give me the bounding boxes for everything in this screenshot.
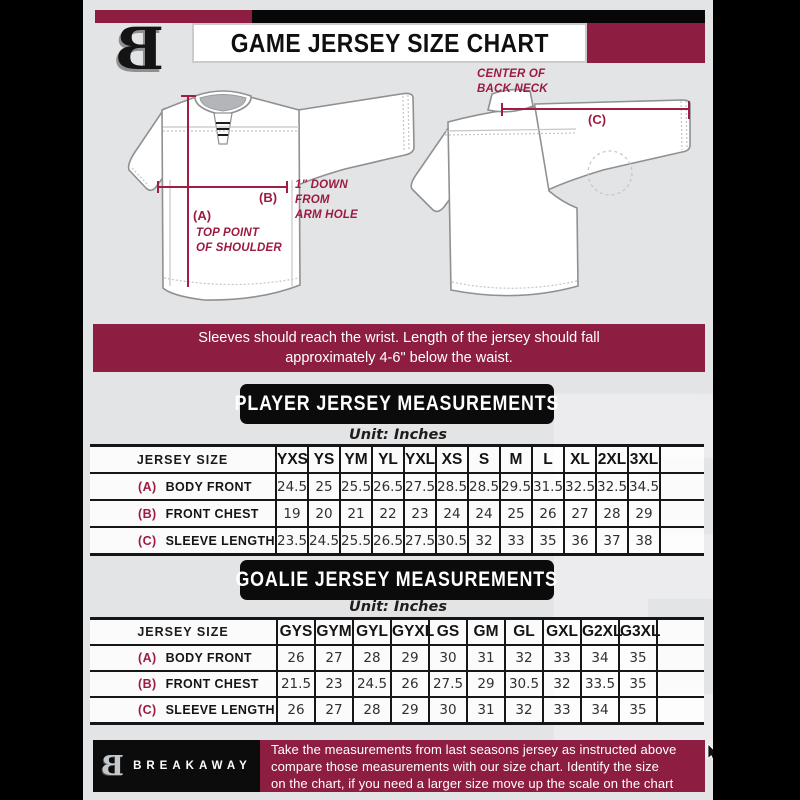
footer-line-2: compare those measurements with our size… [271, 758, 660, 774]
measurement-line-b [157, 181, 288, 193]
top-bar-black [252, 10, 705, 23]
footer-brand-box: B BREAKAWAY [93, 740, 260, 792]
table-row: (A) BODY FRONT 26 27 28 29 30 31 32 33 34 35 [90, 644, 704, 671]
player-section-heading: PLAYER JERSEY MEASUREMENTS [235, 384, 558, 424]
label-c: (C) [588, 112, 607, 127]
footer-brand-name: BREAKAWAY [133, 760, 252, 772]
banner-line-1: Sleeves should reach the wrist. Length o… [198, 330, 600, 346]
note-top-point-of-shoulder: TOP POINT OF SHOULDER [196, 227, 282, 254]
footer-instructions: Take the measurements from last seasons … [260, 740, 705, 792]
chart-content-area: B GAME JERSEY SIZE CHART B [83, 0, 713, 800]
note-arm-hole: 1" DOWN FROM ARM HOLE [295, 179, 358, 221]
table-row: (B) FRONT CHEST 21.5 23 24.5 26 27.5 29 30.5 32 3… [90, 670, 704, 697]
mouse-cursor-icon [707, 744, 713, 761]
player-unit-label: Unit: Inches [349, 427, 447, 443]
title-accent-block [587, 23, 705, 63]
table-row: (A) BODY FRONT 24.5 25 25.5 26.5 27.5 28.5 28.5… [90, 472, 704, 500]
player-measurements-table: JERSEY SIZE YXS YS YM YL YXL XS S M L XL 2XL 3XL (A… [90, 444, 704, 556]
goalie-unit-label: Unit: Inches [349, 599, 447, 615]
footer-line-3: on the chart, if you need a larger size … [271, 775, 674, 791]
footer-brand-logo-icon: B [101, 750, 125, 782]
label-b: (B) [259, 190, 278, 205]
title-box: GAME JERSEY SIZE CHART [192, 23, 587, 63]
table-header-row: JERSEY SIZE YXS YS YM YL YXL XS S M L XL 2XL 3XL [90, 444, 704, 473]
measurement-line-c [501, 101, 690, 119]
jersey-diagrams [127, 88, 691, 301]
back-jersey-diagram [410, 88, 691, 297]
table-row: (C) SLEEVE LENGTH 26 27 28 29 30 31 32 33 34 35 [90, 696, 704, 725]
top-bar-maroon [95, 10, 252, 23]
goalie-section-heading: GOALIE JERSEY MEASUREMENTS [236, 560, 557, 600]
measurement-line-a [181, 95, 196, 287]
table-row: (C) SLEEVE LENGTH 23.5 24.5 25.5 26.5 27.5 30.… [90, 526, 704, 556]
label-a: (A) [193, 208, 212, 223]
brand-logo-icon: B [115, 15, 165, 83]
page-title: GAME JERSEY SIZE CHART [230, 27, 549, 58]
front-jersey-diagram [127, 90, 415, 301]
table-row: (B) FRONT CHEST 19 20 21 22 23 24 24 25 26 27 28 29 [90, 499, 704, 527]
goalie-measurements-table: JERSEY SIZE GYS GYM GYL GYXL GS GM GL GXL G2XL G3… [90, 617, 704, 725]
table-header-row: JERSEY SIZE GYS GYM GYL GYXL GS GM GL GXL G2XL G3… [90, 617, 704, 645]
note-center-of-back-neck: CENTER OF BACK NECK [477, 68, 548, 95]
footer-line-1: Take the measurements from last seasons … [271, 741, 677, 757]
info-banner: Sleeves should reach the wrist. Length o… [93, 324, 705, 372]
banner-line-2: approximately 4-6" below the waist. [285, 350, 513, 366]
